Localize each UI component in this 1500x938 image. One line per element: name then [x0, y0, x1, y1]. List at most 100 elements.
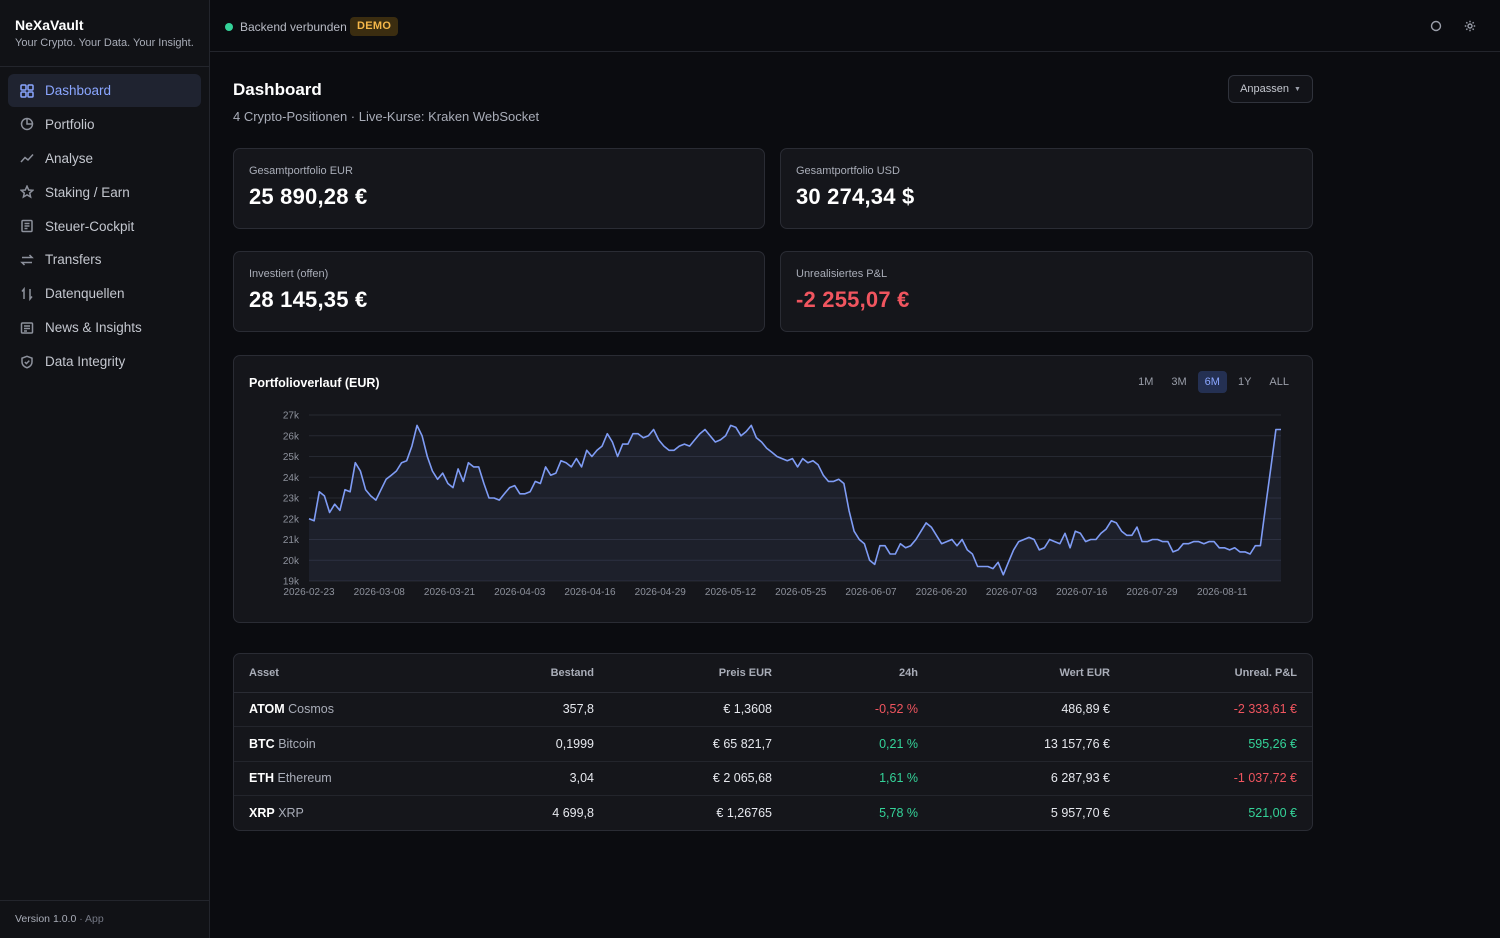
brand-tagline: Your Crypto. Your Data. Your Insight. [15, 37, 194, 49]
table-row[interactable]: ETH Ethereum 3,04 € 2 065,68 1,61 % 6 28… [234, 761, 1312, 796]
asset-cell: XRP XRP [234, 796, 449, 831]
price-cell: € 1,3608 [594, 692, 772, 727]
amount-cell: 4 699,8 [552, 806, 594, 820]
price-cell: € 1,26765 [716, 806, 772, 820]
sidebar-item-data-integrity[interactable]: Data Integrity [8, 345, 201, 378]
news-icon [19, 320, 35, 336]
amount-cell: 0,1999 [449, 726, 594, 762]
sidebar-item-label: Transfers [45, 252, 102, 268]
sidebar-item-portfolio[interactable]: Portfolio [8, 108, 201, 141]
asset-cell: ETH Ethereum [234, 761, 449, 796]
y-tick-label: 26k [283, 431, 300, 442]
kpi-value: 25 890,28 € [249, 184, 368, 209]
pie-icon [19, 116, 35, 132]
star-icon [19, 184, 35, 200]
kpi-label: Unrealisiertes P&L [796, 268, 888, 280]
y-tick-label: 25k [283, 452, 300, 463]
kpi-label: Gesamtportfolio USD [796, 165, 900, 177]
chart-range-tabs: 1M 3M 6M 1Y ALL [1131, 371, 1296, 393]
price-cell: € 2 065,68 [594, 761, 772, 796]
pnl-cell: 595,26 € [1110, 726, 1312, 762]
range-tab-all[interactable]: ALL [1269, 376, 1289, 388]
kpi-card-unrealized-pnl: Unrealisiertes P&L -2 255,07 € [780, 251, 1313, 332]
asset-symbol: BTC [249, 736, 275, 751]
theme-toggle-icon[interactable] [1428, 18, 1444, 34]
range-tab-1y[interactable]: 1Y [1237, 376, 1252, 388]
sidebar-item-label: Datenquellen [45, 286, 125, 302]
y-tick-label: 24k [283, 473, 300, 484]
customize-dropdown-button[interactable]: Anpassen ▼ [1228, 75, 1313, 103]
sidebar-item-transfers[interactable]: Transfers [8, 243, 201, 276]
holdings-table: Asset Bestand Preis EUR 24h Wert EUR Unr… [234, 654, 1312, 830]
caret-down-icon: ▼ [1294, 85, 1301, 93]
range-tab-1m[interactable]: 1M [1138, 376, 1154, 388]
sidebar-item-staking[interactable]: Staking / Earn [8, 176, 201, 209]
chart-title: Portfolioverlauf (EUR) [249, 376, 380, 390]
x-tick-label: 2026-07-29 [1126, 587, 1178, 598]
value-cell: 6 287,93 € [918, 761, 1110, 796]
x-tick-label: 2026-03-21 [424, 587, 476, 598]
sidebar-item-steuer-cockpit[interactable]: Steuer-Cockpit [8, 210, 201, 243]
column-header-asset[interactable]: Asset [234, 654, 449, 693]
column-header-price[interactable]: Preis EUR [594, 654, 772, 693]
column-header-amount[interactable]: Bestand [449, 654, 594, 693]
y-tick-label: 19k [283, 577, 300, 588]
pnl-cell: -2 333,61 € [1110, 692, 1312, 727]
x-tick-label: 2026-06-20 [916, 587, 968, 598]
settings-gear-icon[interactable] [1462, 18, 1478, 34]
version-suffix: · App [79, 913, 104, 925]
table-row[interactable]: BTC Bitcoin 0,1999 € 65 821,7 0,21 % 13 … [234, 726, 1312, 762]
x-tick-label: 2026-04-16 [564, 587, 616, 598]
change-24h-cell: 5,78 % [879, 806, 918, 820]
brand: NeXaVault Your Crypto. Your Data. Your I… [0, 0, 209, 67]
sidebar-item-label: Dashboard [45, 83, 112, 98]
kpi-value: -2 255,07 € [796, 287, 910, 312]
portfolio-chart-card: Portfolioverlauf (EUR) 1M 3M 6M 1Y ALL 1… [233, 355, 1313, 623]
x-tick-label: 2026-02-23 [283, 587, 335, 598]
sidebar-item-news-insights[interactable]: News & Insights [8, 311, 201, 344]
x-tick-label: 2026-07-03 [986, 587, 1038, 598]
sidebar-nav: Dashboard Portfolio Analyse Staking / Ea… [0, 67, 209, 378]
sidebar-item-dashboard[interactable]: Dashboard [8, 74, 201, 107]
document-icon [19, 218, 35, 234]
asset-name: Bitcoin [278, 736, 316, 751]
column-header-24h[interactable]: 24h [772, 654, 918, 693]
table-row[interactable]: XRP XRP 4 699,8 € 1,26765 5,78 % 5 957,7… [234, 796, 1312, 831]
x-tick-label: 2026-05-25 [775, 587, 827, 598]
demo-badge: DEMO [350, 17, 399, 36]
x-tick-label: 2026-07-16 [1056, 587, 1108, 598]
asset-cell: BTC Bitcoin [234, 726, 449, 762]
x-tick-label: 2026-03-08 [354, 587, 406, 598]
column-header-pnl[interactable]: Unreal. P&L [1110, 654, 1312, 693]
sidebar-item-label: Staking / Earn [45, 184, 130, 200]
asset-symbol: ETH [249, 771, 274, 786]
change-24h-cell: -0,52 % [772, 692, 918, 727]
brand-name[interactable]: NeXaVault [15, 17, 84, 33]
sidebar-item-label: Steuer-Cockpit [45, 218, 135, 234]
x-tick-label: 2026-05-12 [705, 587, 757, 598]
range-tab-3m[interactable]: 3M [1171, 376, 1187, 388]
page-title: Dashboard [233, 80, 322, 99]
table-row[interactable]: ATOM Cosmos 357,8 € 1,3608 -0,52 % 486,8… [234, 692, 1312, 727]
sidebar-item-label: News & Insights [45, 320, 142, 336]
change-24h-cell: 1,61 % [772, 761, 918, 796]
sidebar-item-analyse[interactable]: Analyse [8, 142, 201, 175]
value-cell: 13 157,76 € [918, 726, 1110, 762]
portfolio-line-chart[interactable]: 19k 20k 21k 22k 23k 24k 25k 26k 27k 2026-02-23 202… [234, 356, 1314, 624]
kpi-card-total-eur: Gesamtportfolio EUR 25 890,28 € [233, 148, 765, 229]
sidebar-item-label: Data Integrity [45, 354, 126, 370]
series-area [309, 425, 1281, 581]
range-tab-6m[interactable]: 6M [1197, 371, 1227, 393]
asset-cell: ATOM Cosmos [234, 692, 449, 727]
pnl-cell: 521,00 € [1248, 806, 1297, 820]
y-tick-label: 20k [283, 556, 300, 567]
asset-name: XRP [278, 806, 304, 820]
grid-icon [19, 83, 35, 99]
column-header-value[interactable]: Wert EUR [918, 654, 1110, 693]
y-tick-label: 21k [283, 535, 300, 546]
series-line [308, 424, 1281, 576]
version-label: Version 1.0.0 [15, 913, 77, 925]
asset-symbol: XRP [249, 806, 275, 820]
sidebar-item-datenquellen[interactable]: Datenquellen [8, 277, 201, 310]
kpi-card-total-usd: Gesamtportfolio USD 30 274,34 $ [780, 148, 1313, 229]
